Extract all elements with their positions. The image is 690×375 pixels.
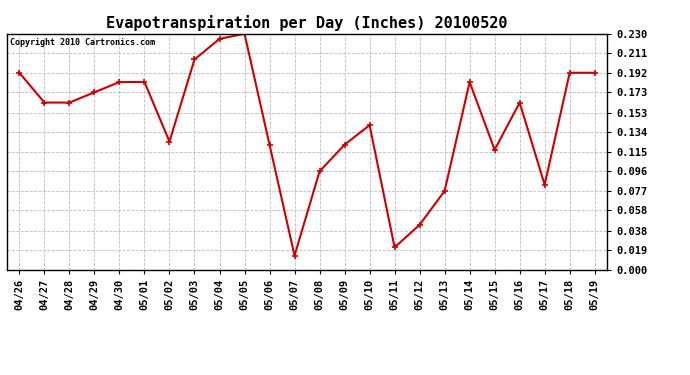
Title: Evapotranspiration per Day (Inches) 20100520: Evapotranspiration per Day (Inches) 2010… — [106, 15, 508, 31]
Text: Copyright 2010 Cartronics.com: Copyright 2010 Cartronics.com — [10, 39, 155, 48]
